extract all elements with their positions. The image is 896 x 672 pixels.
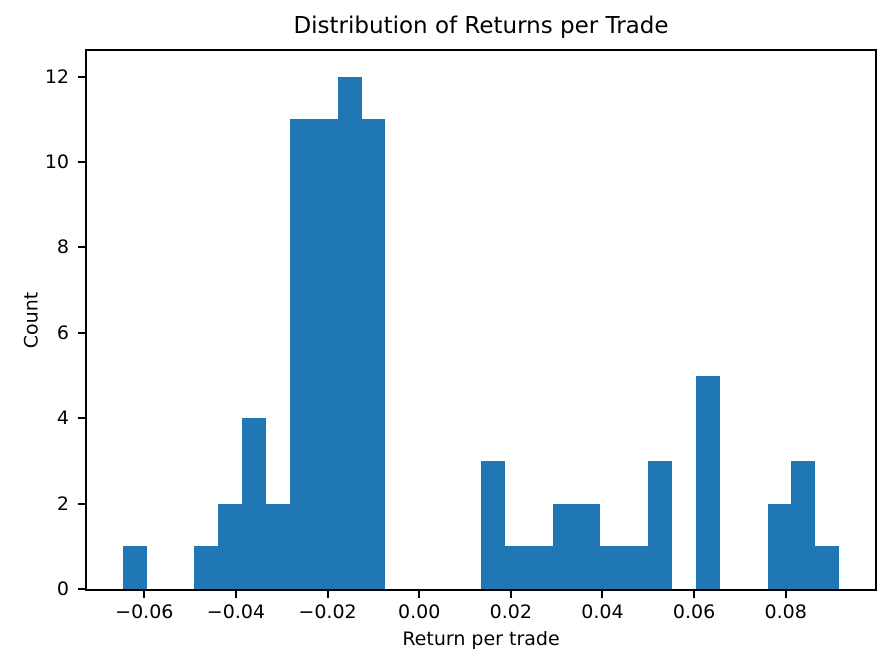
histogram-bar [791, 460, 816, 589]
x-tick-label: −0.06 [115, 601, 174, 623]
x-axis-tick [784, 591, 787, 598]
y-tick-label: 10 [44, 151, 69, 174]
histogram-bar [122, 546, 147, 589]
histogram-bar [767, 503, 792, 589]
x-axis-tick [143, 591, 146, 598]
histogram-bar [218, 503, 243, 589]
histogram-bar [194, 546, 219, 589]
histogram-bar [504, 546, 529, 589]
x-tick-label: 0.08 [764, 601, 807, 623]
histogram-bar [313, 119, 338, 589]
histogram-bar [289, 119, 314, 589]
y-axis-tick [78, 161, 85, 164]
plot-area [85, 49, 877, 591]
y-axis-tick [78, 417, 85, 420]
y-axis-tick [78, 75, 85, 78]
y-tick-label: 2 [56, 492, 69, 515]
x-axis-tick [418, 591, 421, 598]
x-tick-label: 0.04 [581, 601, 624, 623]
y-tick-label: 8 [56, 236, 69, 259]
histogram-bar [600, 546, 625, 589]
x-tick-label: 0.02 [489, 601, 532, 623]
histogram-bar [480, 460, 505, 589]
y-tick-label: 12 [44, 65, 69, 88]
y-tick-label: 0 [56, 578, 69, 600]
histogram-bar [815, 546, 840, 589]
x-tick-label: −0.04 [206, 601, 266, 623]
y-axis-tick [78, 246, 85, 249]
histogram-bar [266, 503, 290, 589]
x-axis-tick [509, 591, 512, 598]
x-axis-tick [693, 591, 696, 598]
histogram-bar [624, 546, 649, 589]
x-axis-label: Return per trade [402, 628, 560, 650]
x-tick-label: −0.02 [298, 601, 357, 623]
x-tick-label: 0.06 [672, 601, 716, 623]
x-axis-tick [326, 591, 329, 598]
y-axis-tick [78, 502, 85, 505]
x-tick-label: 0.00 [397, 601, 441, 623]
histogram-bar [552, 503, 577, 589]
y-tick-label: 6 [56, 321, 69, 344]
y-axis-tick [78, 331, 85, 334]
histogram-bar [337, 76, 362, 589]
histogram-bar [695, 375, 720, 589]
y-tick-label: 4 [56, 407, 69, 430]
chart-title: Distribution of Returns per Trade [293, 13, 669, 39]
x-axis-tick [601, 591, 604, 598]
histogram-bar [528, 546, 553, 589]
y-axis-tick [78, 588, 85, 590]
histogram-bar [576, 503, 601, 589]
x-axis-tick [234, 591, 237, 598]
histogram-bar [242, 418, 267, 589]
histogram-bar [648, 460, 673, 589]
histogram-bar [361, 119, 386, 589]
